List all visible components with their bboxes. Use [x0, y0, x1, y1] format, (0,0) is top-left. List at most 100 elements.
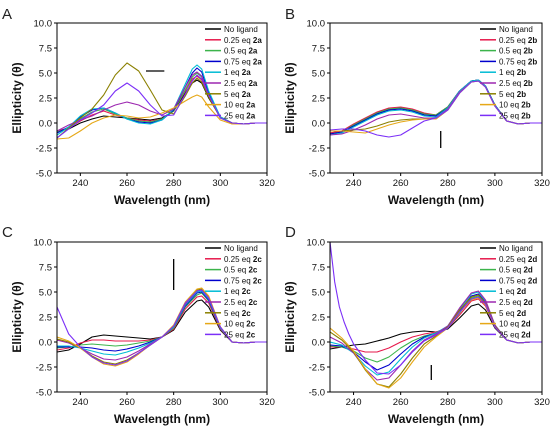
series-lines — [330, 79, 542, 138]
panel-label: C — [2, 224, 13, 241]
y-tick-label: 10.0 — [307, 19, 326, 30]
x-axis-title: Wavelength (nm) — [388, 193, 484, 207]
x-tick-label: 280 — [166, 397, 182, 408]
x-tick-label: 260 — [119, 397, 135, 408]
y-tick-label: -5.0 — [309, 169, 325, 180]
y-tick-label: 10.0 — [307, 238, 326, 249]
legend-entry: 5 eq 2a — [224, 90, 251, 99]
panel-a: A 240 260 280 300 320 -5.0 -2.5 0.0 2.5 5.0 7.5 10.0… — [2, 6, 275, 207]
x-tick-label: 320 — [534, 178, 550, 189]
legend-entry: 0.25 eq 2c — [224, 255, 262, 264]
y-tick-label: 5.0 — [312, 288, 325, 299]
series-line-9 — [330, 242, 542, 375]
legend: No ligand 0.25 eq 2a 0.5 eq 2a0.75 eq 2a 1 … — [205, 25, 262, 120]
legend-entry: 1 eq 2c — [224, 287, 251, 296]
y-tick-label: 7.5 — [39, 44, 52, 55]
y-axis-title: Ellipticity (θ) — [10, 281, 24, 352]
legend-entry: 10 eq 2b — [499, 101, 531, 110]
y-axis-title: Ellipticity (θ) — [283, 62, 297, 133]
x-tick-label: 260 — [393, 397, 409, 408]
legend-entry: 0.75 eq 2c — [224, 276, 262, 285]
legend-entry: 10 eq 2a — [224, 101, 256, 110]
legend: No ligand 0.25 eq 2d 0.5 eq 2d0.75 eq 2d 1 … — [480, 244, 537, 339]
y-tick-label: 2.5 — [39, 94, 52, 105]
x-tick-label: 240 — [72, 178, 88, 189]
series-line-8 — [57, 94, 267, 140]
legend-entry: 5 eq 2b — [499, 90, 526, 99]
y-tick-label: -2.5 — [36, 363, 52, 374]
x-tick-label: 300 — [487, 178, 503, 189]
y-axis-title: Ellipticity (θ) — [283, 281, 297, 352]
x-tick-label: 300 — [487, 397, 503, 408]
legend-entry: 1 eq 2b — [499, 68, 526, 77]
legend-entry: 10 eq 2d — [499, 320, 531, 329]
legend-entry: No ligand — [224, 244, 258, 253]
y-tick-label: 7.5 — [312, 44, 325, 55]
y-tick-label: -5.0 — [36, 388, 52, 399]
legend-entry: 25 eq 2b — [499, 111, 531, 120]
legend-entry: 0.25 eq 2b — [499, 36, 537, 45]
series-lines — [57, 62, 267, 140]
legend-entry: 2.5 eq 2a — [224, 79, 258, 88]
y-tick-label: 2.5 — [312, 313, 325, 324]
legend-entry: 0.5 eq 2c — [224, 266, 258, 275]
y-tick-label: -2.5 — [309, 144, 325, 155]
legend-entry: 0.5 eq 2b — [499, 47, 533, 56]
y-tick-label: 7.5 — [312, 263, 325, 274]
y-tick-label: 2.5 — [39, 313, 52, 324]
y-tick-label: -5.0 — [36, 169, 52, 180]
y-tick-label: 0.0 — [39, 338, 52, 349]
legend-entry: 25 eq 2c — [224, 330, 256, 339]
x-axis-title: Wavelength (nm) — [114, 193, 210, 207]
series-lines — [330, 242, 542, 389]
legend-entry: 0.25 eq 2a — [224, 36, 262, 45]
legend-entry: 25 eq 2d — [499, 330, 531, 339]
x-tick-label: 280 — [166, 178, 182, 189]
legend-entry: 5 eq 2c — [224, 309, 251, 318]
series-lines — [57, 287, 267, 367]
x-axis-title: Wavelength (nm) — [388, 412, 484, 426]
legend-entry: 2.5 eq 2c — [224, 298, 258, 307]
legend-entry: 10 eq 2c — [224, 320, 256, 329]
x-tick-label: 300 — [212, 178, 228, 189]
legend-entry: 5 eq 2d — [499, 309, 526, 318]
y-tick-label: 10.0 — [34, 19, 53, 30]
series-line-9 — [57, 289, 267, 366]
y-tick-label: 10.0 — [34, 238, 53, 249]
legend-entry: No ligand — [499, 25, 533, 34]
legend-entry: 0.5 eq 2a — [224, 47, 258, 56]
x-tick-label: 240 — [72, 397, 88, 408]
y-axis-title: Ellipticity (θ) — [10, 62, 24, 133]
legend-entry: 0.25 eq 2d — [499, 255, 537, 264]
x-tick-label: 280 — [440, 178, 456, 189]
legend: No ligand 0.25 eq 2c 0.5 eq 2c0.75 eq 2c 1 … — [205, 244, 262, 339]
series-line-9 — [57, 74, 267, 139]
x-tick-label: 320 — [259, 397, 275, 408]
y-tick-label: -2.5 — [36, 144, 52, 155]
x-tick-label: 280 — [440, 397, 456, 408]
y-tick-label: 2.5 — [312, 94, 325, 105]
y-tick-label: 0.0 — [312, 338, 325, 349]
x-axis-title: Wavelength (nm) — [114, 412, 210, 426]
panel-label: D — [285, 224, 296, 241]
panel-label: B — [285, 6, 295, 23]
x-tick-label: 300 — [212, 397, 228, 408]
legend-entry: 1 eq 2d — [499, 287, 526, 296]
panel-b: B 240 260 280 300 320 -5.0 -2.5 0.0 2.5 5.0 7.5 10.0… — [283, 6, 550, 207]
legend-entry: 25 eq 2a — [224, 111, 256, 120]
legend-entry: 0.75 eq 2b — [499, 57, 537, 66]
panel-d: D 240 260 280 300 320 -5.0 -2.5 0.0 2.5 5.0 7.5 10.0… — [283, 224, 550, 426]
y-tick-label: 0.0 — [312, 119, 325, 130]
y-tick-label: -2.5 — [309, 363, 325, 374]
y-tick-label: 0.0 — [39, 119, 52, 130]
panel-c: C 240 260 280 300 320 -5.0 -2.5 0.0 2.5 5.0 7.5 10.0… — [2, 224, 275, 426]
legend-entry: 1 eq 2a — [224, 68, 251, 77]
legend-entry: No ligand — [224, 25, 258, 34]
legend: No ligand 0.25 eq 2b 0.5 eq 2b0.75 eq 2b 1 … — [480, 25, 537, 120]
legend-entry: 0.75 eq 2d — [499, 276, 537, 285]
legend-entry: 0.5 eq 2d — [499, 266, 533, 275]
x-tick-label: 320 — [259, 178, 275, 189]
legend-entry: 2.5 eq 2d — [499, 298, 533, 307]
legend-entry: No ligand — [499, 244, 533, 253]
